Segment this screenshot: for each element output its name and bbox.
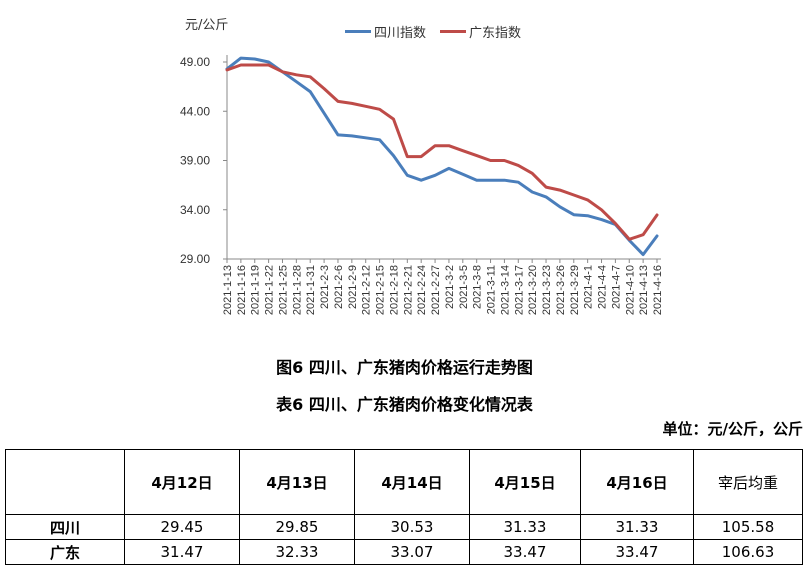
x-tick-label: 2021-4-1: [583, 265, 595, 309]
legend-item-guangdong: 广东指数: [440, 22, 521, 41]
header-apr14: 4月14日: [354, 449, 470, 515]
table-cell: 32.33: [239, 539, 355, 565]
x-tick-label: 2021-2-15: [375, 265, 387, 315]
x-tick-label: 2021-1-28: [291, 265, 303, 315]
y-tick-label: 34.00: [180, 203, 210, 217]
y-axis-unit-label: 元/公斤: [185, 18, 229, 33]
x-tick-label: 2021-3-26: [555, 265, 567, 315]
table-cell: 33.47: [580, 539, 694, 565]
x-tick-label: 2021-2-9: [347, 265, 359, 309]
table-row: 广东 31.47 32.33 33.07 33.47 33.47 106.63: [5, 539, 803, 565]
x-tick-label: 2021-4-16: [652, 265, 664, 315]
x-tick-label: 2021-3-17: [513, 265, 525, 315]
table-cell: 31.33: [580, 514, 694, 540]
header-avg-weight: 宰后均重: [693, 449, 803, 515]
legend-label-sichuan: 四川指数: [374, 26, 427, 41]
legend-label-guangdong: 广东指数: [469, 26, 522, 41]
x-tick-label: 2021-4-13: [638, 265, 650, 315]
x-tick-label: 2021-4-4: [597, 265, 609, 309]
y-tick-label: 39.00: [180, 154, 210, 168]
x-tick-label: 2021-3-8: [472, 265, 484, 309]
table-cell: 30.53: [354, 514, 470, 540]
line-chart: 29.00 34.00 39.00 44.00 49.00 2021-1-13 2021-1…: [180, 18, 664, 315]
series-line-sichuan: [225, 56, 659, 257]
row-label-sichuan: 四川: [5, 514, 125, 540]
unit-note: 单位：元/公斤，公斤: [662, 420, 803, 438]
table-title: 表6 四川、广东猪肉价格变化情况表: [276, 395, 533, 414]
x-tick-label: 2021-1-13: [222, 265, 234, 315]
table-cell: 105.58: [693, 514, 803, 540]
x-tick-label: 2021-3-14: [499, 265, 511, 315]
y-tick-label: 49.00: [180, 55, 210, 69]
x-tick-label: 2021-2-3: [319, 265, 331, 309]
x-tick-label: 2021-1-22: [264, 265, 276, 315]
legend-item-sichuan: 四川指数: [345, 22, 426, 41]
row-label-guangdong: 广东: [5, 539, 125, 565]
x-tick-label: 2021-2-21: [402, 265, 414, 315]
table-cell: 31.47: [124, 539, 240, 565]
table-row: 四川 29.45 29.85 30.53 31.33 31.33 105.58: [5, 514, 803, 540]
table-cell: 33.07: [354, 539, 470, 565]
y-tick-label: 29.00: [180, 252, 210, 266]
legend-swatch-guangdong: [440, 30, 467, 33]
x-tick-label: 2021-2-12: [361, 265, 373, 315]
x-tick-label: 2021-3-29: [569, 265, 581, 315]
header-apr15: 4月15日: [469, 449, 581, 515]
legend-swatch-sichuan: [345, 30, 371, 33]
x-tick-label: 2021-3-23: [541, 265, 553, 315]
x-tick-label: 2021-4-10: [624, 265, 636, 315]
table-cell: 29.45: [124, 514, 240, 540]
figure-title: 图6 四川、广东猪肉价格运行走势图: [276, 358, 533, 377]
x-tick-label: 2021-3-2: [444, 265, 456, 309]
header-corner-cell: [5, 449, 125, 515]
x-tick-label: 2021-2-24: [416, 265, 428, 315]
table-cell: 33.47: [469, 539, 581, 565]
table-cell: 29.85: [239, 514, 355, 540]
x-tick-label: 2021-3-5: [458, 265, 470, 309]
x-tick-label: 2021-4-7: [610, 265, 622, 309]
x-tick-label: 2021-1-25: [277, 265, 289, 315]
chart-legend: 四川指数 广东指数: [345, 22, 521, 41]
y-tick-label: 44.00: [180, 104, 210, 118]
header-apr16: 4月16日: [580, 449, 694, 515]
x-tick-label: 2021-3-20: [527, 265, 539, 315]
x-tick-label: 2021-1-19: [250, 265, 262, 315]
x-tick-label: 2021-2-27: [430, 265, 442, 315]
price-table: 4月12日 4月13日 4月14日 4月15日 4月16日 宰后均重 四川 29…: [5, 449, 803, 565]
x-tick-label: 2021-2-6: [333, 265, 345, 309]
x-tick-label: 2021-1-31: [305, 265, 317, 315]
series-line-guangdong: [225, 63, 659, 241]
table-header-row: 4月12日 4月13日 4月14日 4月15日 4月16日 宰后均重: [5, 449, 803, 515]
table-cell: 106.63: [693, 539, 803, 565]
x-tick-label: 2021-1-16: [236, 265, 248, 315]
header-apr12: 4月12日: [124, 449, 240, 515]
x-tick-label: 2021-3-11: [486, 265, 498, 314]
table-cell: 31.33: [469, 514, 581, 540]
header-apr13: 4月13日: [239, 449, 355, 515]
x-tick-label: 2021-2-18: [388, 265, 400, 315]
